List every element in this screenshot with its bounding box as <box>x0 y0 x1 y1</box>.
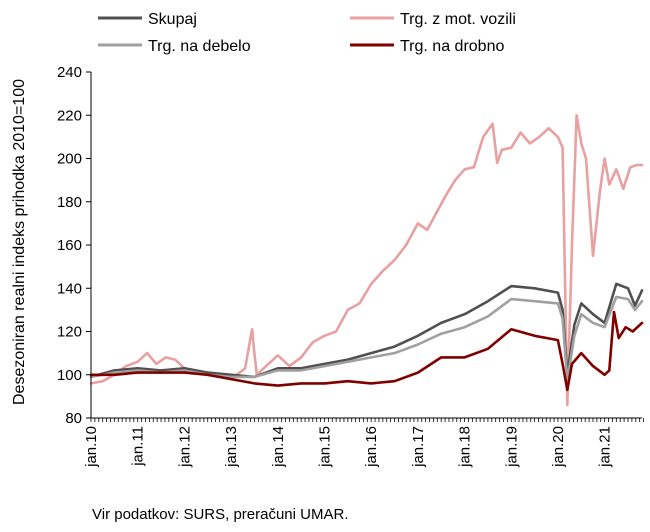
x-tick-label: jan.18 <box>457 426 474 468</box>
x-tick-label: jan.11 <box>130 426 147 467</box>
y-tick-label: 140 <box>57 280 82 297</box>
x-tick-label: jan.21 <box>597 426 614 468</box>
x-tick-label: jan.19 <box>503 426 520 468</box>
x-tick-label: jan.20 <box>550 426 567 468</box>
x-ticks: jan.10 jan.11 jan.12 jan.13 jan.14 jan.15 jan.… <box>83 418 644 468</box>
x-tick-label: jan.16 <box>363 426 380 468</box>
y-tick-label: 180 <box>57 194 82 211</box>
y-ticks: 80 100 120 140 160 180 200 220 240 <box>57 64 91 427</box>
source-note: Vir podatkov: SURS, preračuni UMAR. <box>92 506 349 523</box>
x-tick-label: jan.17 <box>410 426 427 468</box>
legend-label: Skupaj <box>148 11 197 28</box>
series-layer <box>89 114 644 407</box>
x-tick-label: jan.13 <box>223 426 240 468</box>
series-line-3 <box>89 310 644 392</box>
y-tick-label: 240 <box>57 64 82 81</box>
legend: Skupaj Trg. z mot. vozili Trg. na debelo Tr… <box>98 11 516 55</box>
y-tick-label: 200 <box>57 151 82 168</box>
series-line-1 <box>89 282 644 379</box>
y-tick-label: 100 <box>57 367 82 384</box>
axes <box>90 72 642 419</box>
legend-label: Trg. na debelo <box>148 38 251 55</box>
y-tick-label: 160 <box>57 237 82 254</box>
y-tick-label: 80 <box>65 410 82 427</box>
x-tick-label: jan.10 <box>83 426 100 468</box>
legend-label: Trg. z mot. vozili <box>400 11 516 28</box>
y-tick-label: 220 <box>57 107 82 124</box>
legend-label: Trg. na drobno <box>400 38 504 55</box>
y-axis-label: Desezoniran realni indeks prihodka 2010=… <box>11 79 28 405</box>
series-line-0 <box>89 114 644 407</box>
y-tick-label: 120 <box>57 324 82 341</box>
x-tick-label: jan.14 <box>270 426 287 468</box>
x-tick-label: jan.12 <box>176 426 193 468</box>
x-tick-label: jan.15 <box>316 426 333 468</box>
